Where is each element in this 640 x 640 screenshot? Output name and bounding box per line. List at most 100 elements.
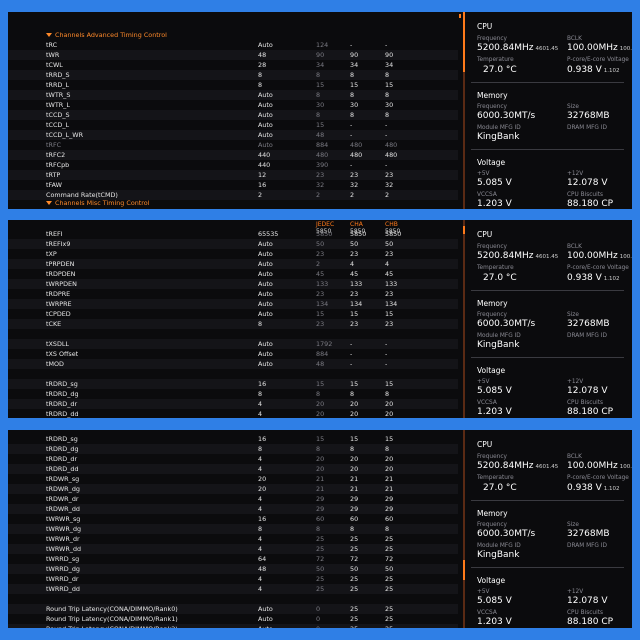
timing-value-input[interactable]: 64 xyxy=(258,555,267,563)
timing-row[interactable]: tCCD_L Auto 15 - - xyxy=(8,120,458,130)
timing-row[interactable]: tWRRD_dg 48 50 50 50 xyxy=(8,564,458,574)
timing-row[interactable]: tCPDED Auto 15 15 15 xyxy=(8,309,458,319)
section-header-misc[interactable]: Channels Misc Timing Control xyxy=(46,198,149,208)
timing-row[interactable]: tRDWR_sg 20 21 21 21 xyxy=(8,474,458,484)
timing-value-input[interactable]: Auto xyxy=(258,360,273,368)
timing-value-input[interactable]: Auto xyxy=(258,121,273,129)
timing-value-input[interactable]: Auto xyxy=(258,615,273,623)
timing-value-input[interactable]: 16 xyxy=(258,380,267,388)
timing-row[interactable]: tRTP 12 23 23 23 xyxy=(8,170,458,180)
timing-row[interactable]: tRDRD_dd 4 20 20 20 xyxy=(8,464,458,474)
timing-row[interactable]: tCCD_L_WR Auto 48 - - xyxy=(8,130,458,140)
timing-row[interactable]: tWRPDEN Auto 133 133 133 xyxy=(8,279,458,289)
timing-value-input[interactable]: 4 xyxy=(258,505,263,513)
timing-value-input[interactable]: 12 xyxy=(258,171,267,179)
timing-row[interactable]: tRDWR_dg 20 21 21 21 xyxy=(8,484,458,494)
timing-row[interactable]: tWRPRE Auto 134 134 134 xyxy=(8,299,458,309)
timing-row[interactable]: Round Trip Latency(CONA/DIMMO/Rank1) Auto… xyxy=(8,614,458,624)
timing-value-input[interactable]: 2 xyxy=(258,191,263,199)
timing-value-input[interactable]: 16 xyxy=(258,515,267,523)
timing-value-input[interactable]: Auto xyxy=(258,131,273,139)
timing-value-input[interactable]: 4 xyxy=(258,545,263,553)
timing-row[interactable]: tRDWR_dr 4 29 29 29 xyxy=(8,494,458,504)
timing-row[interactable]: tXSDLL Auto 1792 - - xyxy=(8,339,458,349)
timing-value-input[interactable]: Auto xyxy=(258,350,273,358)
timing-row[interactable]: tCCD_S Auto 8 8 8 xyxy=(8,110,458,120)
timing-row[interactable]: tRFC2 440 480 480 480 xyxy=(8,150,458,160)
timing-row[interactable]: tRDRD_sg 16 15 15 15 xyxy=(8,379,458,389)
timing-value-input[interactable]: Auto xyxy=(258,240,273,248)
timing-row[interactable]: tREFI 65535 5850 5850 5850 xyxy=(8,229,458,239)
timing-value-input[interactable]: Auto xyxy=(258,41,273,49)
timing-row[interactable]: tRDRD_dg 8 8 8 8 xyxy=(8,444,458,454)
timing-row[interactable]: tRRD_S 8 8 8 8 xyxy=(8,70,458,80)
scroll-thumb[interactable] xyxy=(463,226,465,234)
timing-value-input[interactable]: 16 xyxy=(258,435,267,443)
timing-row[interactable]: tRC Auto 124 - - xyxy=(8,40,458,50)
timing-value-input[interactable]: 4 xyxy=(258,410,263,418)
scroll-thumb[interactable] xyxy=(463,560,465,580)
timing-value-input[interactable]: Auto xyxy=(258,280,273,288)
timing-row[interactable]: tWRRD_dr 4 25 25 25 xyxy=(8,574,458,584)
timing-row[interactable]: tWRWR_dg 8 8 8 8 xyxy=(8,524,458,534)
timing-row[interactable]: tRDRD_dd 4 20 20 20 xyxy=(8,409,458,418)
timing-row[interactable]: tRDPDEN Auto 45 45 45 xyxy=(8,269,458,279)
timing-row[interactable]: Round Trip Latency(CONA/DIMMO/Rank2) Auto… xyxy=(8,624,458,628)
timing-value-input[interactable]: Auto xyxy=(258,340,273,348)
timing-row[interactable]: tFAW 16 32 32 32 xyxy=(8,180,458,190)
timing-value-input[interactable]: 4 xyxy=(258,455,263,463)
timing-value-input[interactable]: Auto xyxy=(258,290,273,298)
timing-value-input[interactable]: 8 xyxy=(258,81,263,89)
timing-row[interactable]: tWRRD_dd 4 25 25 25 xyxy=(8,584,458,594)
timing-row[interactable]: tWTR_S Auto 8 8 8 xyxy=(8,90,458,100)
timing-row[interactable]: tWR 48 90 90 90 xyxy=(8,50,458,60)
timing-value-input[interactable]: Auto xyxy=(258,270,273,278)
timing-value-input[interactable]: Auto xyxy=(258,300,273,308)
timing-value-input[interactable]: 440 xyxy=(258,151,271,159)
timing-value-input[interactable]: Auto xyxy=(258,101,273,109)
timing-value-input[interactable]: 65535 xyxy=(258,230,279,238)
timing-row[interactable]: tCKE 8 23 23 23 xyxy=(8,319,458,329)
timing-row[interactable]: tCWL 28 34 34 34 xyxy=(8,60,458,70)
timing-row[interactable]: tRFCpb 440 390 - - xyxy=(8,160,458,170)
timing-value-input[interactable]: 20 xyxy=(258,485,267,493)
timing-value-input[interactable]: Auto xyxy=(258,250,273,258)
timing-row[interactable]: tRDPRE Auto 23 23 23 xyxy=(8,289,458,299)
timing-row[interactable]: tRDRD_dr 4 20 20 20 xyxy=(8,399,458,409)
timing-row[interactable]: tPRPDEN Auto 2 4 4 xyxy=(8,259,458,269)
timing-value-input[interactable]: 8 xyxy=(258,445,263,453)
timing-row[interactable]: tXS Offset Auto 884 - - xyxy=(8,349,458,359)
timing-row[interactable]: tWRWR_dr 4 25 25 25 xyxy=(8,534,458,544)
timing-value-input[interactable]: 8 xyxy=(258,71,263,79)
timing-row[interactable]: tMOD Auto 48 - - xyxy=(8,359,458,369)
timing-row[interactable]: tRDRD_dg 8 8 8 8 xyxy=(8,389,458,399)
timing-value-input[interactable]: Auto xyxy=(258,141,273,149)
timing-value-input[interactable]: Auto xyxy=(258,260,273,268)
timing-value-input[interactable]: 4 xyxy=(258,535,263,543)
timing-row[interactable]: Round Trip Latency(CONA/DIMMO/Rank0) Auto… xyxy=(8,604,458,614)
timing-value-input[interactable]: 4 xyxy=(258,585,263,593)
section-header-advanced[interactable]: Channels Advanced Timing Control xyxy=(46,30,167,40)
timing-row[interactable]: tWRWR_dd 4 25 25 25 xyxy=(8,544,458,554)
timing-value-input[interactable]: Auto xyxy=(258,605,273,613)
scroll-thumb[interactable] xyxy=(463,12,465,72)
timing-row[interactable]: tWRWR_sg 16 60 60 60 xyxy=(8,514,458,524)
timing-row[interactable]: tREFIx9 Auto 50 50 50 xyxy=(8,239,458,249)
timing-value-input[interactable]: Auto xyxy=(258,310,273,318)
timing-row[interactable]: tXP Auto 23 23 23 xyxy=(8,249,458,259)
timing-row[interactable]: tWTR_L Auto 30 30 30 xyxy=(8,100,458,110)
timing-value-input[interactable]: 4 xyxy=(258,575,263,583)
timing-row[interactable]: tWRRD_sg 64 72 72 72 xyxy=(8,554,458,564)
timing-value-input[interactable]: 8 xyxy=(258,390,263,398)
timing-value-input[interactable]: Auto xyxy=(258,91,273,99)
timing-row[interactable]: Command Rate(tCMD) 2 2 2 2 xyxy=(8,190,458,200)
timing-value-input[interactable]: Auto xyxy=(258,111,273,119)
timing-value-input[interactable]: 4 xyxy=(258,465,263,473)
timing-value-input[interactable]: 16 xyxy=(258,181,267,189)
timing-row[interactable]: tRDRD_sg 16 15 15 15 xyxy=(8,434,458,444)
timing-value-input[interactable]: 440 xyxy=(258,161,271,169)
timing-value-input[interactable]: 48 xyxy=(258,565,267,573)
timing-row[interactable]: tRFC Auto 884 480 480 xyxy=(8,140,458,150)
timing-value-input[interactable]: 20 xyxy=(258,475,267,483)
timing-row[interactable]: tRRD_L 8 15 15 15 xyxy=(8,80,458,90)
